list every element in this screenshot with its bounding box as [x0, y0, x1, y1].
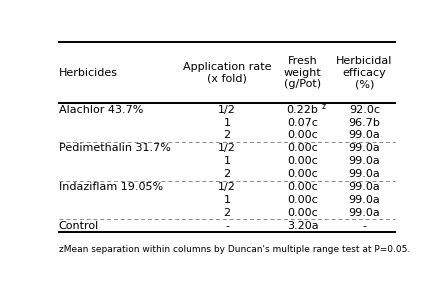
Text: 0.00c: 0.00c: [287, 169, 318, 179]
Text: 0.00c: 0.00c: [287, 182, 318, 192]
Text: 1/2: 1/2: [218, 105, 236, 115]
Text: 99.0a: 99.0a: [349, 169, 380, 179]
Text: 0.00c: 0.00c: [287, 156, 318, 166]
Text: 2: 2: [223, 131, 231, 141]
Text: Control: Control: [59, 221, 99, 231]
Text: 99.0a: 99.0a: [349, 195, 380, 205]
Text: 0.22b: 0.22b: [287, 105, 319, 115]
Text: 96.7b: 96.7b: [349, 118, 380, 128]
Text: 1/2: 1/2: [218, 182, 236, 192]
Text: 2: 2: [223, 208, 231, 218]
Text: -: -: [225, 221, 229, 231]
Text: z: z: [322, 102, 326, 111]
Text: 1/2: 1/2: [218, 143, 236, 153]
Text: 0.00c: 0.00c: [287, 195, 318, 205]
Text: 0.00c: 0.00c: [287, 143, 318, 153]
Text: Alachlor 43.7%: Alachlor 43.7%: [59, 105, 143, 115]
Text: 92.0c: 92.0c: [349, 105, 380, 115]
Text: 99.0a: 99.0a: [349, 131, 380, 141]
Text: 3.20a: 3.20a: [287, 221, 319, 231]
Text: Herbicides: Herbicides: [59, 68, 118, 78]
Text: 99.0a: 99.0a: [349, 182, 380, 192]
Text: 2: 2: [223, 169, 231, 179]
Text: 1: 1: [224, 118, 230, 128]
Text: Application rate
(x fold): Application rate (x fold): [183, 62, 271, 83]
Text: 1: 1: [224, 156, 230, 166]
Text: 99.0a: 99.0a: [349, 208, 380, 218]
Text: 99.0a: 99.0a: [349, 143, 380, 153]
Text: 0.00c: 0.00c: [287, 131, 318, 141]
Text: 1: 1: [224, 195, 230, 205]
Text: Pedimethalin 31.7%: Pedimethalin 31.7%: [59, 143, 171, 153]
Text: Indaziflam 19.05%: Indaziflam 19.05%: [59, 182, 163, 192]
Text: 0.07c: 0.07c: [287, 118, 318, 128]
Text: Fresh
weight
(g/Pot): Fresh weight (g/Pot): [284, 56, 322, 89]
Text: 0.00c: 0.00c: [287, 208, 318, 218]
Text: 99.0a: 99.0a: [349, 156, 380, 166]
Text: zMean separation within columns by Duncan's multiple range test at P=0.05.: zMean separation within columns by Dunca…: [59, 245, 410, 254]
Text: Herbicidal
efficacy
(%): Herbicidal efficacy (%): [336, 56, 392, 89]
Text: -: -: [362, 221, 366, 231]
